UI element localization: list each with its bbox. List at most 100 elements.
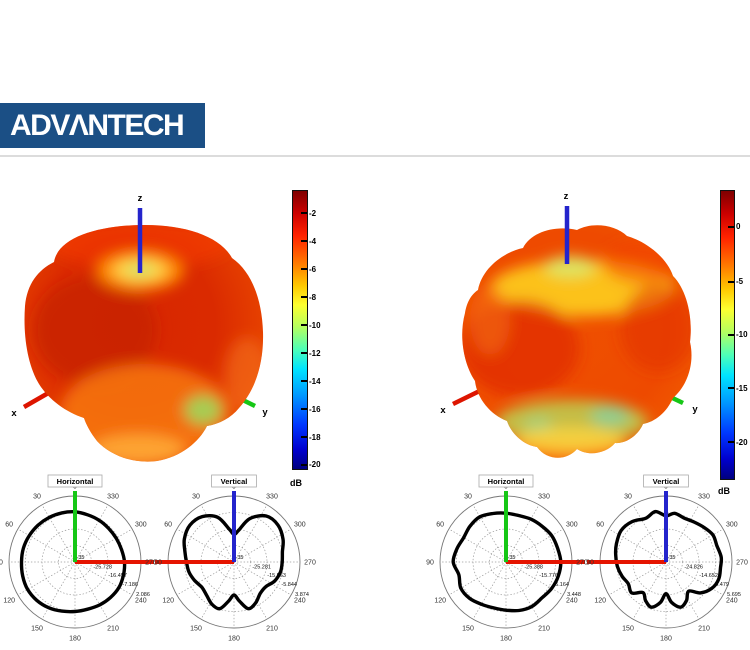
angle-label: 300	[294, 522, 306, 529]
radial-scale-label: -25.728	[93, 565, 112, 571]
angle-label: 150	[31, 625, 43, 632]
radial-scale-label: -7.186	[122, 582, 138, 588]
angle-label: 270	[736, 560, 748, 567]
angle-label: 60	[436, 522, 444, 529]
radial-scale-label: 2.086	[136, 592, 150, 598]
colorbar-tick-label: -6	[309, 264, 317, 274]
radial-scale-label: -15.776	[539, 573, 558, 579]
colorbar-gradient-left	[292, 190, 308, 470]
z-axis-label: z	[138, 193, 143, 204]
angle-label: 330	[538, 494, 550, 501]
polar-plot-horizontal: -35-25.388-15.776-6.1643.448030609012015…	[426, 474, 588, 643]
advantech-logo-text: ADVΛNTECH	[10, 108, 185, 142]
colorbar-tick	[728, 333, 734, 336]
angle-label: 330	[698, 494, 710, 501]
polar-title-box	[211, 474, 257, 488]
angle-label: 90	[426, 560, 434, 567]
angle-label: 270	[304, 560, 316, 567]
colorbar-tick-label: -4	[309, 236, 317, 246]
radial-center-label: -35	[508, 555, 516, 561]
x-axis-label: x	[11, 408, 17, 419]
angle-label: 330	[107, 494, 119, 501]
radial-scale-label: -24.826	[684, 565, 703, 571]
radial-scale-label: -4.479	[713, 582, 729, 588]
colorbar-tick-label: -15	[736, 383, 748, 393]
angle-label: 60	[164, 522, 172, 529]
polar-title-box	[478, 474, 534, 488]
colorbar-tick	[301, 352, 307, 355]
polar-title: Vertical	[653, 477, 680, 486]
colorbar-tick	[728, 225, 734, 228]
angle-label: 210	[538, 625, 550, 632]
radial-center-label: -35	[236, 555, 244, 561]
angle-label: 150	[462, 625, 474, 632]
radial-scale-labels: -35 -25.388 -15.776 -6.164 3.448	[508, 555, 581, 598]
angle-label: 210	[266, 625, 278, 632]
radiation-trace	[19, 510, 127, 614]
header-divider	[0, 155, 750, 157]
colorbar-tick-label: -2	[309, 208, 317, 218]
radial-scale-labels: -35 -24.826 -14.652 -4.479 5.695	[668, 555, 741, 598]
polar-plot-vertical: -35-25.281-15.563-5.8443.874030609012015…	[154, 474, 316, 643]
colorbar-tick-label: -20	[309, 460, 321, 470]
colorbar-tick	[728, 280, 734, 283]
radiation-trace	[451, 511, 563, 613]
colorbar-unit-left: dB	[290, 478, 302, 488]
radial-scale-label: -5.844	[281, 582, 297, 588]
colorbar-tick-label: -10	[309, 320, 321, 330]
radial-scale-label: 3.448	[567, 592, 581, 598]
colorbar-gradient-right	[720, 190, 735, 480]
angle-label: 90	[0, 560, 3, 567]
angle-label: 30	[192, 494, 200, 501]
angle-label: 90	[586, 560, 594, 567]
radial-scale-label: -16.457	[108, 573, 127, 579]
colorbar-tick	[301, 240, 307, 243]
angle-label: 150	[190, 625, 202, 632]
radiation-pattern-3d-right: z x y	[440, 191, 698, 458]
angle-label: 240	[726, 598, 738, 605]
polar-title: Horizontal	[57, 477, 94, 486]
colorbar-tick	[301, 212, 307, 215]
angle-label: 330	[266, 494, 278, 501]
angle-label: 120	[162, 598, 174, 605]
colorbar-tick	[728, 387, 734, 390]
colorbar-tick	[301, 380, 307, 383]
radial-scale-label: -6.164	[553, 582, 569, 588]
angle-label: 180	[69, 636, 81, 643]
radial-scale-labels: -35 -25.728 -16.457 -7.186 2.086	[77, 555, 150, 598]
angle-label: 300	[135, 522, 147, 529]
angle-label: 30	[464, 494, 472, 501]
colorbar-right: dB 0 -5 -10 -15 -20	[716, 186, 750, 506]
angle-label: 60	[5, 522, 13, 529]
angle-label: 180	[228, 636, 240, 643]
radial-scale-label: 5.695	[727, 592, 741, 598]
advantech-logo: ADVΛNTECH	[0, 103, 205, 148]
colorbar-tick	[728, 441, 734, 443]
radial-center-label: -35	[77, 555, 85, 561]
angle-label: 300	[726, 522, 738, 529]
colorbar-tick-label: -8	[309, 292, 317, 302]
angle-label: 120	[434, 598, 446, 605]
angle-label: 210	[698, 625, 710, 632]
colorbar-left: dB -2 -4 -6 -8 -10 -12 -14 -16 -18 -20	[288, 186, 348, 498]
angle-label: 60	[596, 522, 604, 529]
angle-label: 210	[107, 625, 119, 632]
angle-label: 90	[154, 560, 162, 567]
radial-scale-label: 3.874	[295, 592, 309, 598]
angle-label: 270	[145, 560, 157, 567]
y-axis-label: y	[692, 404, 698, 415]
colorbar-tick-label: 0	[736, 222, 741, 232]
y-axis-label: y	[262, 407, 268, 418]
colorbar-tick	[301, 408, 307, 411]
angle-label: 120	[594, 598, 606, 605]
colorbar-tick-label: -12	[309, 348, 321, 358]
colorbar-tick-label: -10	[736, 330, 748, 340]
radial-scale-label: -25.388	[524, 565, 543, 571]
colorbar-tick	[301, 324, 307, 327]
radial-center-label: -35	[668, 555, 676, 561]
radiation-trace	[182, 513, 285, 611]
colorbar-tick-label: -16	[309, 404, 321, 414]
angle-label: 270	[576, 560, 588, 567]
angle-label: 300	[566, 522, 578, 529]
